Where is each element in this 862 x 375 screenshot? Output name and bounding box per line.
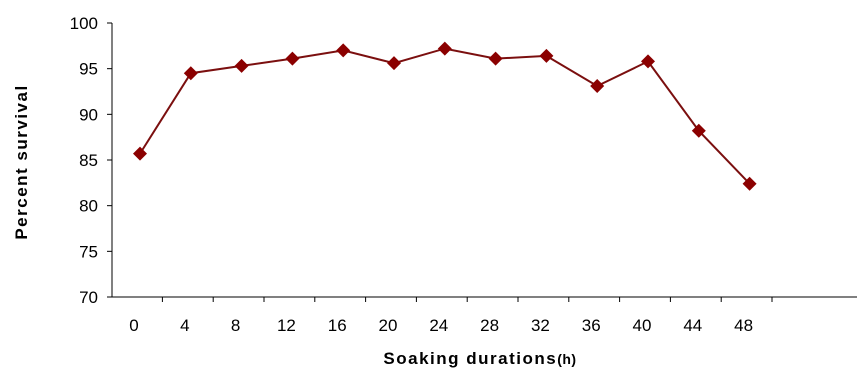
series-survival <box>133 41 757 191</box>
y-axis-title: Percent survival <box>12 84 31 239</box>
data-point-marker <box>590 79 605 94</box>
series-line <box>139 47 751 185</box>
y-tick-label: 80 <box>79 197 98 216</box>
data-point-marker <box>742 176 757 191</box>
data-point-marker <box>641 54 655 69</box>
x-tick-label: 36 <box>582 316 601 335</box>
data-point-marker <box>336 43 351 58</box>
data-point-marker <box>133 146 147 161</box>
x-ticks: 0 4 8 12 16 20 24 28 32 36 40 44 48 <box>129 297 773 335</box>
x-tick-label: 12 <box>277 316 296 335</box>
y-ticks: 70 75 80 85 90 95 100 <box>70 14 112 307</box>
x-tick-label: 8 <box>231 316 240 335</box>
y-tick-label: 70 <box>79 288 98 307</box>
x-tick-label: 24 <box>429 316 448 335</box>
data-point-marker <box>691 123 706 138</box>
data-point-marker <box>539 48 554 63</box>
x-tick-label: 4 <box>180 316 189 335</box>
x-tick-label: 28 <box>480 316 499 335</box>
y-tick-label: 85 <box>79 151 98 170</box>
y-tick-label: 100 <box>70 14 98 33</box>
data-point-marker <box>437 41 452 56</box>
series-markers <box>133 41 757 191</box>
x-axis-title: Soaking durations(h) <box>383 349 576 368</box>
x-tick-label: 20 <box>379 316 398 335</box>
data-point-marker <box>183 66 198 81</box>
x-tick-label: 32 <box>531 316 550 335</box>
x-tick-label: 48 <box>734 316 753 335</box>
x-tick-label: 40 <box>633 316 652 335</box>
x-axis-title-main: Soaking durations <box>383 349 557 368</box>
data-point-marker <box>488 51 503 66</box>
data-point-marker <box>387 56 401 71</box>
data-point-marker <box>285 51 300 66</box>
data-point-marker <box>234 58 249 73</box>
x-axis-title-unit: (h) <box>557 351 576 367</box>
y-tick-label: 90 <box>79 105 98 124</box>
x-tick-label: 16 <box>328 316 347 335</box>
x-tick-label: 0 <box>129 316 138 335</box>
x-tick-label: 44 <box>683 316 702 335</box>
y-tick-label: 95 <box>79 60 98 79</box>
y-tick-label: 75 <box>79 242 98 261</box>
